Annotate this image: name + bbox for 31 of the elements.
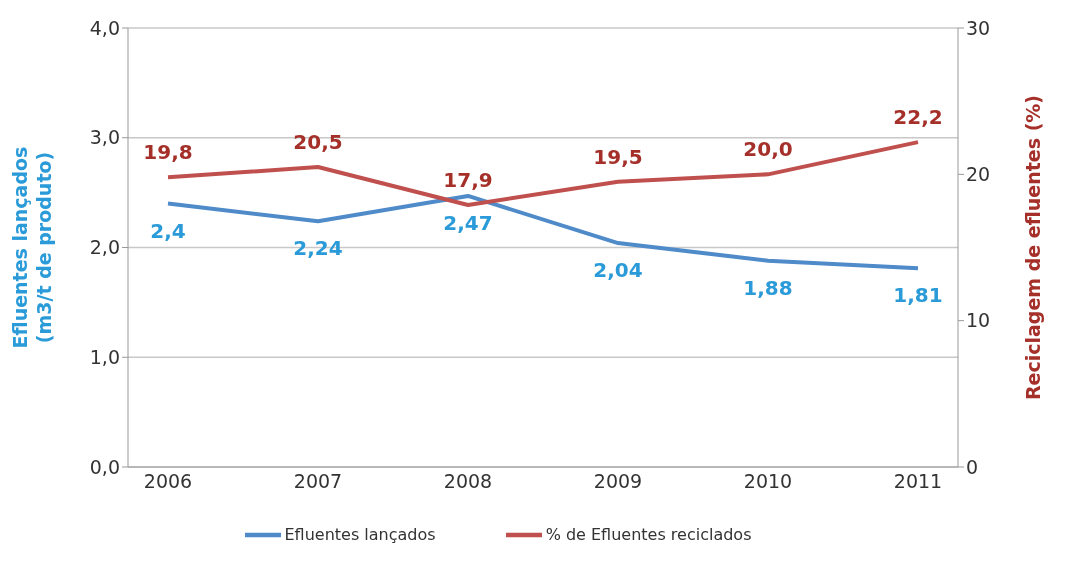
y2-tick-label: 10 [966,309,991,332]
data-label: 2,24 [293,236,343,261]
data-label: 1,88 [743,275,793,300]
y-axis-title: Efluentes lançados (m3/t de produto) [9,146,55,349]
y-tick-label: 1,0 [89,345,120,368]
data-label: 22,2 [893,105,943,130]
y2-tick-label: 20 [966,163,991,186]
y-tick-label: 0,0 [89,455,120,478]
y2-axis-title: Reciclagem de efluentes (%) [1022,94,1044,401]
data-label: 20,5 [293,130,343,155]
y-tick-label: 3,0 [89,126,120,149]
y-tick-label: 2,0 [89,236,120,259]
x-tick-label: 2009 [593,470,643,493]
x-tick-label: 2010 [743,470,793,493]
x-tick-label: 2008 [443,470,493,493]
x-tick-label: 2006 [143,470,193,493]
data-label: 19,8 [143,140,193,165]
data-label: 2,04 [593,258,643,283]
y2-tick-label: 30 [966,16,991,39]
y-tick-label: 4,0 [89,16,120,39]
y2-tick-label: 0 [966,455,979,478]
data-label: 17,9 [443,168,493,193]
x-tick-label: 2007 [293,470,343,493]
legend-label: % de Efluentes reciclados [545,524,752,544]
data-label: 1,81 [893,283,943,308]
data-label: 19,5 [593,144,643,169]
data-label: 20,0 [743,137,793,162]
data-label: 2,4 [150,218,186,243]
x-tick-label: 2011 [893,470,943,493]
legend-label: Efluentes lançados [284,524,436,544]
data-label: 2,47 [443,210,493,235]
